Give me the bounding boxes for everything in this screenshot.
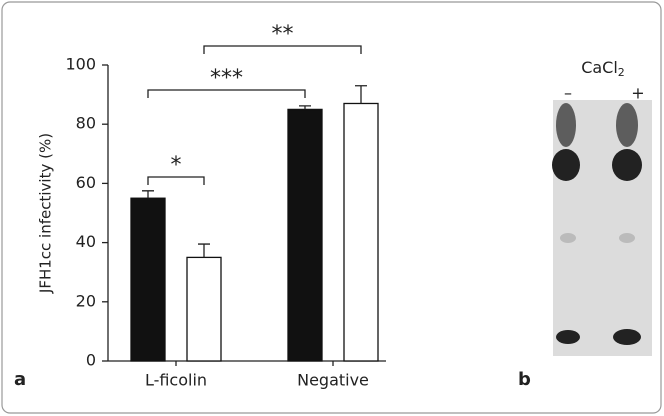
significance-label: ** [272,22,294,47]
band [560,233,576,243]
x-tick-label: L-ficolin [145,371,207,390]
x-tick-label: Negative [297,371,369,390]
panel-label: b [518,369,531,390]
y-tick-label: 20 [76,291,96,310]
band [612,149,642,181]
panel-label: a [14,369,26,390]
lane-label: + [631,84,644,103]
significance-label: *** [210,66,243,91]
bar [288,109,322,361]
band [616,103,638,147]
y-tick-label: 80 [76,114,96,133]
bar [131,198,165,361]
band [552,149,580,181]
band [556,103,576,147]
significance-label: * [171,153,182,178]
gel: CaCl2 – + [552,58,652,357]
y-axis-label: JFH1cc infectivity (%) [37,133,55,294]
bar [344,103,378,361]
band [619,233,635,243]
band [613,329,641,345]
band [556,330,580,344]
y-tick-label: 100 [65,55,96,74]
y-tick-label: 40 [76,232,96,251]
y-tick-label: 60 [76,173,96,192]
lane-label: – [564,84,572,103]
y-tick-label: 0 [86,351,96,370]
figure: a b JFH1cc infectivity (%) CaCl2 – + 0 20… [0,0,664,416]
bar [187,257,221,361]
